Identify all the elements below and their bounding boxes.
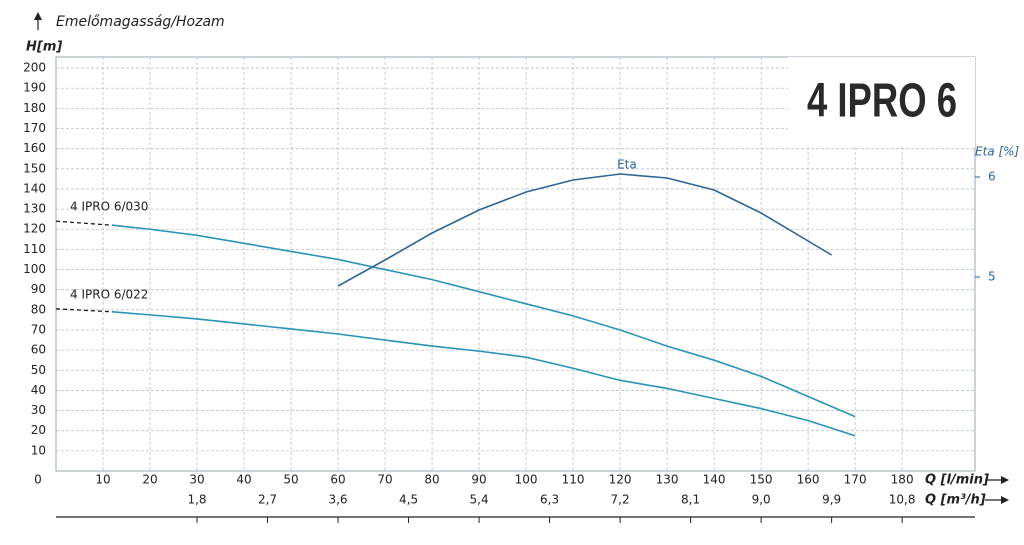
chart-title: 4 IPRO 6 [807,75,957,128]
y-tick-label: 120 [23,222,46,236]
y2-tick-label: 6 [988,170,996,184]
y-tick-label: 50 [31,363,46,377]
x-tick-label: 170 [844,473,867,487]
title-box [788,57,975,147]
x-tick-label: 110 [562,473,585,487]
series-line [112,311,856,437]
y-tick-label: 140 [23,181,46,195]
x-tick-label: 160 [797,473,820,487]
y-tick-label: 70 [31,322,46,336]
x2-tick-label: 3,6 [328,493,347,507]
x-tick-label: 90 [471,473,486,487]
x-tick-label: 80 [424,473,439,487]
x-tick-label: 100 [515,473,538,487]
y-tick-label: 180 [23,101,46,115]
dashed-segment [55,308,113,313]
y-tick-label: 80 [31,302,46,316]
series-label: 4 IPRO 6/030 [70,200,148,214]
y-tick-label: 90 [31,282,46,296]
x2-tick-label: 7,2 [611,493,630,507]
y-tick-label: 100 [23,262,46,276]
x2-tick-label: 5,4 [470,493,489,507]
y-tick-label: 130 [23,202,46,216]
series-line [337,173,833,287]
x2-tick-label: 4,5 [399,493,418,507]
y-tick-label: 150 [23,161,46,175]
y-tick-label: 190 [23,81,46,95]
series-line [112,224,856,418]
y2-label: Eta [%] [975,145,1020,159]
x-tick-label: 0 [34,473,42,487]
y-tick-label: 110 [23,242,46,256]
x2-tick-label: 1,8 [187,493,206,507]
x-tick-label: 10 [95,473,110,487]
y-axis-title: Emelőmagasság/Hozam [56,14,225,30]
x2-tick-label: 2,7 [258,493,277,507]
y-arrow-head [34,12,42,20]
y-tick-label: 40 [31,383,46,397]
x-tick-label: 150 [750,473,773,487]
x-tick-label: 120 [609,473,632,487]
x-tick-label: 30 [189,473,204,487]
x2-tick-label: 10,8 [889,493,916,507]
y2-tick-label: 5 [988,270,996,284]
y-label: H[m] [26,40,62,55]
y-tick-label: 170 [23,121,46,135]
y-tick-label: 160 [23,141,46,155]
x2-tick-label: 6,3 [540,493,559,507]
x-tick-label: 60 [330,473,345,487]
x-tick-label: 70 [377,473,392,487]
series-label: 4 IPRO 6/022 [70,287,148,301]
x-tick-label: 50 [283,473,298,487]
x-tick-label: 40 [236,473,251,487]
x-tick-label: 20 [142,473,157,487]
x-tick-label: 130 [656,473,679,487]
dashed-segment [55,220,113,226]
y-tick-label: 20 [31,423,46,437]
y-tick-label: 200 [23,61,46,75]
y-tick-label: 10 [31,443,46,457]
x-arrow-head [1001,476,1009,484]
y-tick-label: 60 [31,343,46,357]
y-tick-label: 30 [31,403,46,417]
x2-arrow-head [1001,496,1009,504]
x2-tick-label: 9,0 [752,493,771,507]
x-tick-label: 180 [891,473,914,487]
x2-label: Q [m³/h] [925,493,986,508]
x-tick-label: 140 [703,473,726,487]
x-label: Q [l/min] [925,473,989,488]
series-label: Eta [617,158,637,172]
x2-tick-label: 9,9 [822,493,841,507]
x2-tick-label: 8,1 [681,493,700,507]
